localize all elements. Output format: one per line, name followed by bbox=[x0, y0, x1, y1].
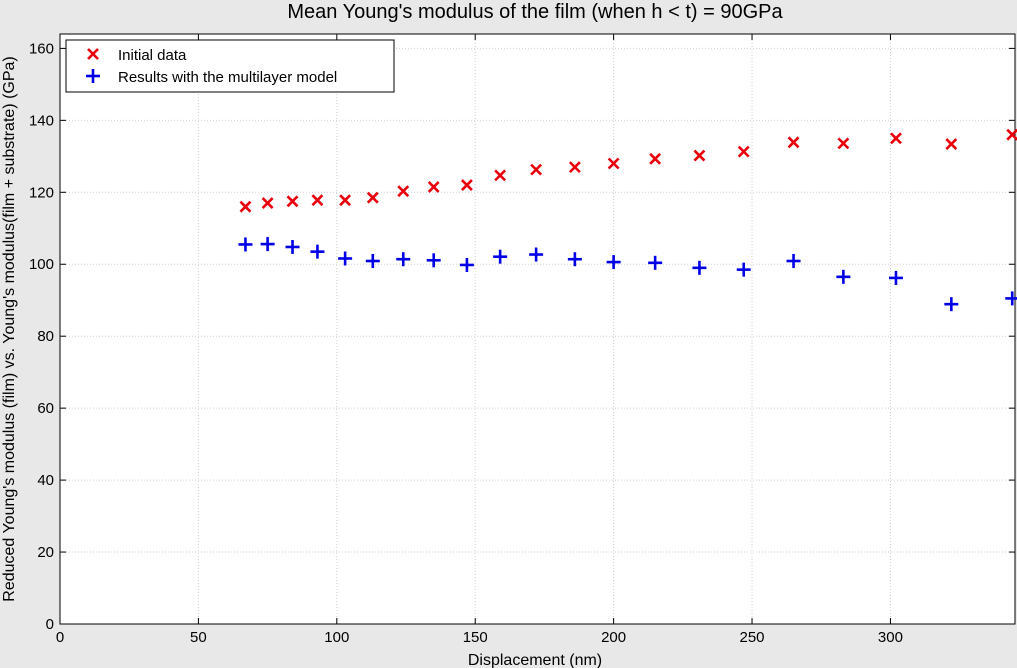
legend-marker-multilayer-results bbox=[86, 69, 100, 83]
initial-data-point bbox=[693, 149, 706, 162]
initial-data-point bbox=[261, 197, 274, 210]
x-tick-label: 250 bbox=[740, 629, 765, 646]
multilayer-result-point bbox=[736, 262, 751, 277]
initial-data-point bbox=[837, 137, 850, 150]
axis-ticks: 0 50 100 150 200 250 300 0 20 40 60 80 100 120 140 160 bbox=[29, 34, 1015, 646]
multilayer-result-point bbox=[888, 270, 903, 285]
initial-data-point bbox=[311, 194, 324, 207]
multilayer-result-point bbox=[786, 254, 801, 269]
initial-data-point bbox=[460, 179, 473, 192]
multilayer-result-point bbox=[310, 244, 325, 259]
initial-data-point bbox=[339, 194, 352, 207]
y-tick-label: 120 bbox=[29, 184, 54, 201]
multilayer-result-point bbox=[606, 255, 621, 270]
x-tick-label: 0 bbox=[56, 629, 64, 646]
multilayer-result-point bbox=[459, 257, 474, 272]
initial-data-point bbox=[607, 157, 620, 170]
legend-label-initial-data: Initial data bbox=[118, 47, 187, 64]
initial-data-point bbox=[890, 132, 902, 145]
multilayer-result-point bbox=[238, 237, 253, 252]
y-tick-label: 100 bbox=[29, 256, 54, 273]
x-tick-label: 100 bbox=[324, 629, 349, 646]
initial-data-point bbox=[397, 185, 410, 198]
multilayer-result-point bbox=[365, 254, 380, 269]
multilayer-result-point bbox=[567, 252, 582, 267]
x-axis-label: Displacement (nm) bbox=[468, 652, 602, 668]
multilayer-result-point bbox=[836, 269, 851, 284]
initial-data-point bbox=[239, 200, 252, 213]
multilayer-result-point bbox=[944, 297, 959, 312]
legend-box bbox=[65, 39, 395, 93]
initial-data-point bbox=[530, 163, 543, 176]
y-tick-label: 20 bbox=[37, 544, 54, 561]
x-tick-label: 300 bbox=[878, 629, 903, 646]
initial-data-point bbox=[737, 145, 750, 158]
x-tick-label: 200 bbox=[601, 629, 626, 646]
y-axis-label: Reduced Young's modulus (film) vs. Young… bbox=[1, 56, 18, 601]
initial-data-point bbox=[1006, 128, 1017, 141]
y-tick-label: 40 bbox=[37, 472, 54, 489]
initial-data-point bbox=[494, 169, 507, 182]
legend-marker-initial-data bbox=[87, 48, 99, 60]
y-tick-label: 60 bbox=[37, 400, 54, 417]
legend: Initial data Results with the multilayer… bbox=[65, 39, 395, 93]
initial-data-point bbox=[649, 152, 662, 165]
y-tick-label: 0 bbox=[46, 616, 54, 633]
y-tick-label: 140 bbox=[29, 112, 54, 129]
plot-area bbox=[59, 33, 1016, 625]
chart-title: Mean Young's modulus of the film (when h… bbox=[287, 1, 783, 23]
multilayer-result-point bbox=[260, 237, 275, 252]
x-tick-label: 150 bbox=[463, 629, 488, 646]
multilayer-result-point bbox=[692, 260, 707, 275]
multilayer-result-point bbox=[648, 255, 663, 270]
initial-data-point bbox=[286, 195, 299, 208]
legend-label-multilayer-results: Results with the multilayer model bbox=[118, 69, 337, 86]
multilayer-result-point bbox=[285, 239, 300, 254]
initial-data-point bbox=[427, 180, 440, 193]
initial-data-point bbox=[787, 136, 800, 149]
initial-data-point bbox=[945, 138, 958, 151]
initial-data-point bbox=[366, 191, 379, 204]
initial-data-point bbox=[568, 161, 581, 174]
multilayer-result-point bbox=[493, 249, 508, 264]
y-tick-label: 80 bbox=[37, 328, 54, 345]
x-tick-label: 50 bbox=[190, 629, 207, 646]
y-tick-label: 160 bbox=[29, 40, 54, 57]
grid bbox=[60, 34, 1015, 624]
multilayer-result-point bbox=[338, 251, 353, 266]
multilayer-result-point bbox=[529, 247, 544, 262]
multilayer-result-point bbox=[396, 252, 411, 267]
multilayer-result-point bbox=[426, 253, 441, 268]
data-points bbox=[238, 128, 1017, 312]
